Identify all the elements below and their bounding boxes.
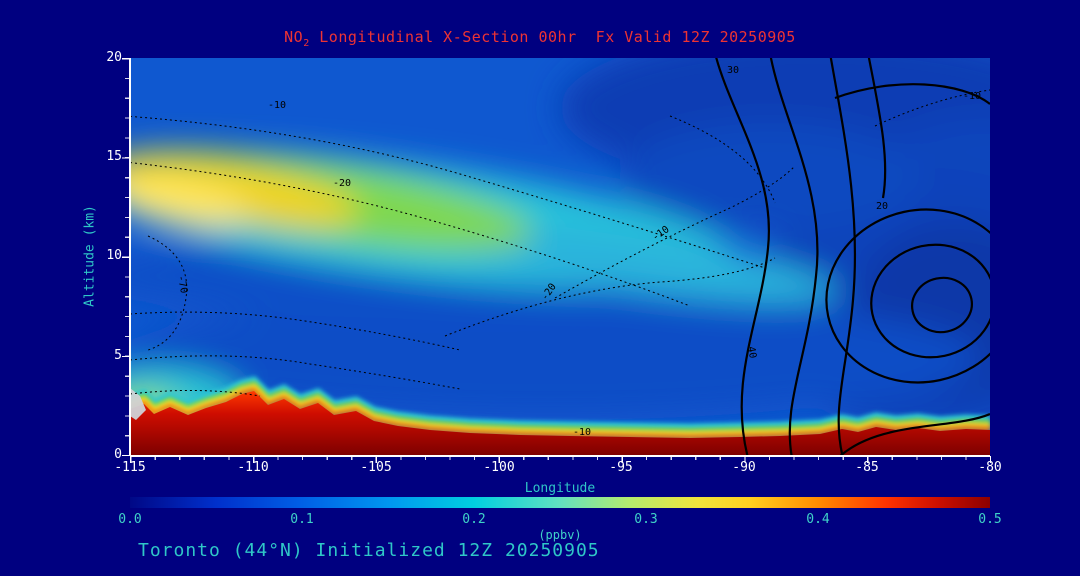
surface-concentration-band	[130, 376, 990, 455]
x-tick-label: -110	[237, 460, 269, 475]
x-axis-label: Longitude	[524, 481, 596, 496]
contour-label: -70	[175, 275, 189, 295]
colorbar-tick-label: 0.3	[634, 512, 658, 527]
y-axis-line	[129, 58, 131, 456]
footer-caption: Toronto (44°N) Initialized 12Z 20250905	[138, 540, 600, 561]
colorbar-tick-label: 0.0	[118, 512, 142, 527]
contour-label: 40	[745, 346, 758, 360]
contour-label: 30	[727, 65, 739, 76]
dotted-contour-lines	[130, 89, 990, 397]
x-tick-label: -90	[732, 460, 756, 475]
x-axis-minor-ticks	[130, 456, 991, 460]
title-subscript: 2	[303, 38, 310, 49]
colorbar-tick-label: 0.2	[462, 512, 486, 527]
solid-contour-lines	[715, 58, 990, 455]
y-tick-label: 5	[114, 348, 122, 363]
y-tick-label: 20	[106, 50, 122, 65]
y-tick-label: 0	[114, 447, 122, 462]
contour-label: -20	[333, 178, 351, 189]
y-tick-label: 15	[106, 149, 122, 164]
x-tick-label: -100	[483, 460, 515, 475]
x-tick-label: -80	[978, 460, 1002, 475]
contour-label: -10	[268, 100, 286, 111]
terrain-gray-patch	[130, 388, 146, 420]
colorbar	[130, 497, 990, 508]
y-axis-minor-ticks	[125, 58, 129, 456]
x-tick-label: -105	[360, 460, 392, 475]
no2-field-svg: -10 -20 -70 -20 -10 -10 30 20 40 -10	[130, 58, 990, 455]
plot-area: -10 -20 -70 -20 -10 -10 30 20 40 -10	[130, 58, 990, 455]
x-tick-label: -95	[609, 460, 633, 475]
contour-label: -10	[573, 427, 591, 438]
colorbar-units-label: (ppbv)	[538, 528, 582, 542]
colorbar-tick-label: 0.1	[290, 512, 314, 527]
title-prefix: NO	[284, 28, 304, 46]
contour-label: 20	[876, 201, 888, 212]
title-rest: Longitudinal X-Section 00hr Fx Valid 12Z…	[309, 28, 796, 46]
x-axis-line	[130, 455, 990, 457]
chart-title: NO2 Longitudinal X-Section 00hr Fx Valid…	[0, 28, 1080, 49]
x-tick-label: -85	[855, 460, 879, 475]
x-tick-label: -115	[114, 460, 146, 475]
colorbar-tick-label: 0.4	[806, 512, 830, 527]
y-tick-label: 10	[106, 248, 122, 263]
contour-label: -10	[963, 91, 981, 102]
colorbar-tick-label: 0.5	[978, 512, 1002, 527]
